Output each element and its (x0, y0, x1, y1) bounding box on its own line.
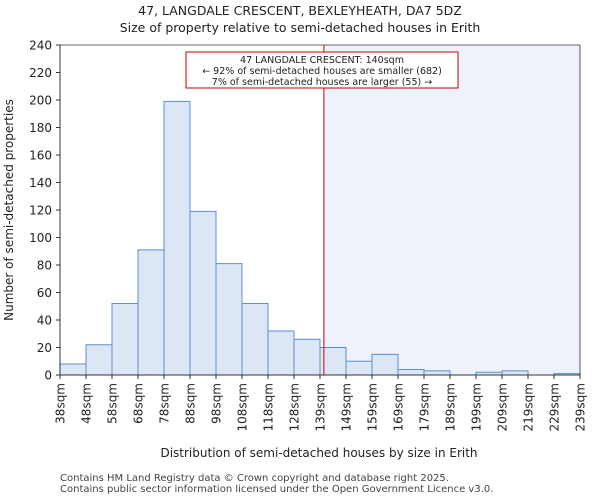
footer-licence: Contains public sector information licen… (60, 484, 494, 495)
y-tick-label: 40 (37, 314, 52, 328)
histogram-bar (59, 363, 87, 376)
x-tick-label: 58sqm (106, 383, 120, 424)
chart-subtitle: Size of property relative to semi-detach… (119, 20, 481, 35)
x-tick-label: 78sqm (158, 383, 172, 424)
x-tick-label: 199sqm (470, 383, 484, 431)
annotation-box (185, 51, 459, 89)
histogram-bar (137, 249, 165, 376)
x-tick-label: 48sqm (80, 383, 94, 424)
histogram-bar (397, 369, 425, 376)
x-tick-label: 38sqm (54, 383, 68, 424)
y-tick-label: 140 (29, 176, 52, 190)
x-tick-label: 108sqm (236, 383, 250, 431)
x-tick-label: 98sqm (210, 383, 224, 424)
footer-copyright: Contains HM Land Registry data © Crown c… (60, 473, 449, 484)
x-tick-label: 239sqm (574, 383, 588, 431)
histogram-bar (267, 330, 295, 376)
histogram-bar (371, 353, 399, 376)
annotation-line: 7% of semi-detached houses are larger (5… (212, 77, 432, 88)
x-tick-label: 189sqm (444, 383, 458, 431)
histogram-bar (345, 360, 373, 376)
x-tick-label: 169sqm (392, 383, 406, 431)
histogram-bar (501, 370, 529, 376)
larger-region-shade (323, 45, 580, 375)
histogram-bar (215, 263, 243, 376)
x-tick-label: 68sqm (132, 383, 146, 424)
y-tick-label: 160 (29, 149, 52, 163)
x-tick-label: 179sqm (418, 383, 432, 431)
histogram-bar (189, 210, 217, 376)
annotation-line: ← 92% of semi-detached houses are smalle… (202, 66, 442, 77)
y-tick-label: 180 (29, 121, 52, 135)
y-tick-label: 120 (29, 204, 52, 218)
y-tick-label: 220 (29, 66, 52, 80)
y-tick-label: 100 (29, 231, 52, 245)
histogram-bar (293, 338, 321, 376)
histogram-bar (111, 303, 139, 376)
y-tick-label: 0 (44, 369, 52, 383)
histogram-bar (241, 303, 269, 376)
x-tick-label: 128sqm (288, 383, 302, 431)
x-tick-label: 149sqm (340, 383, 354, 431)
histogram-bar (85, 344, 113, 376)
x-axis-label: Distribution of semi-detached houses by … (160, 446, 477, 460)
x-tick-label: 118sqm (262, 383, 276, 431)
y-tick-label: 240 (29, 39, 52, 53)
x-tick-label: 209sqm (496, 383, 510, 431)
x-tick-label: 219sqm (522, 383, 536, 431)
histogram-bar (163, 100, 191, 376)
x-tick-label: 229sqm (548, 383, 562, 431)
y-axis-label: Number of semi-detached properties (2, 99, 16, 321)
y-tick-label: 20 (37, 341, 52, 355)
histogram-bar (423, 370, 451, 376)
x-tick-label: 159sqm (366, 383, 380, 431)
x-tick-label: 139sqm (314, 383, 328, 431)
x-tick-label: 88sqm (184, 383, 198, 424)
y-tick-label: 60 (37, 286, 52, 300)
y-tick-label: 80 (37, 259, 52, 273)
chart-title: 47, LANGDALE CRESCENT, BEXLEYHEATH, DA7 … (138, 3, 462, 18)
y-tick-label: 200 (29, 94, 52, 108)
annotation-line: 47 LANGDALE CRESCENT: 140sqm (240, 55, 404, 66)
